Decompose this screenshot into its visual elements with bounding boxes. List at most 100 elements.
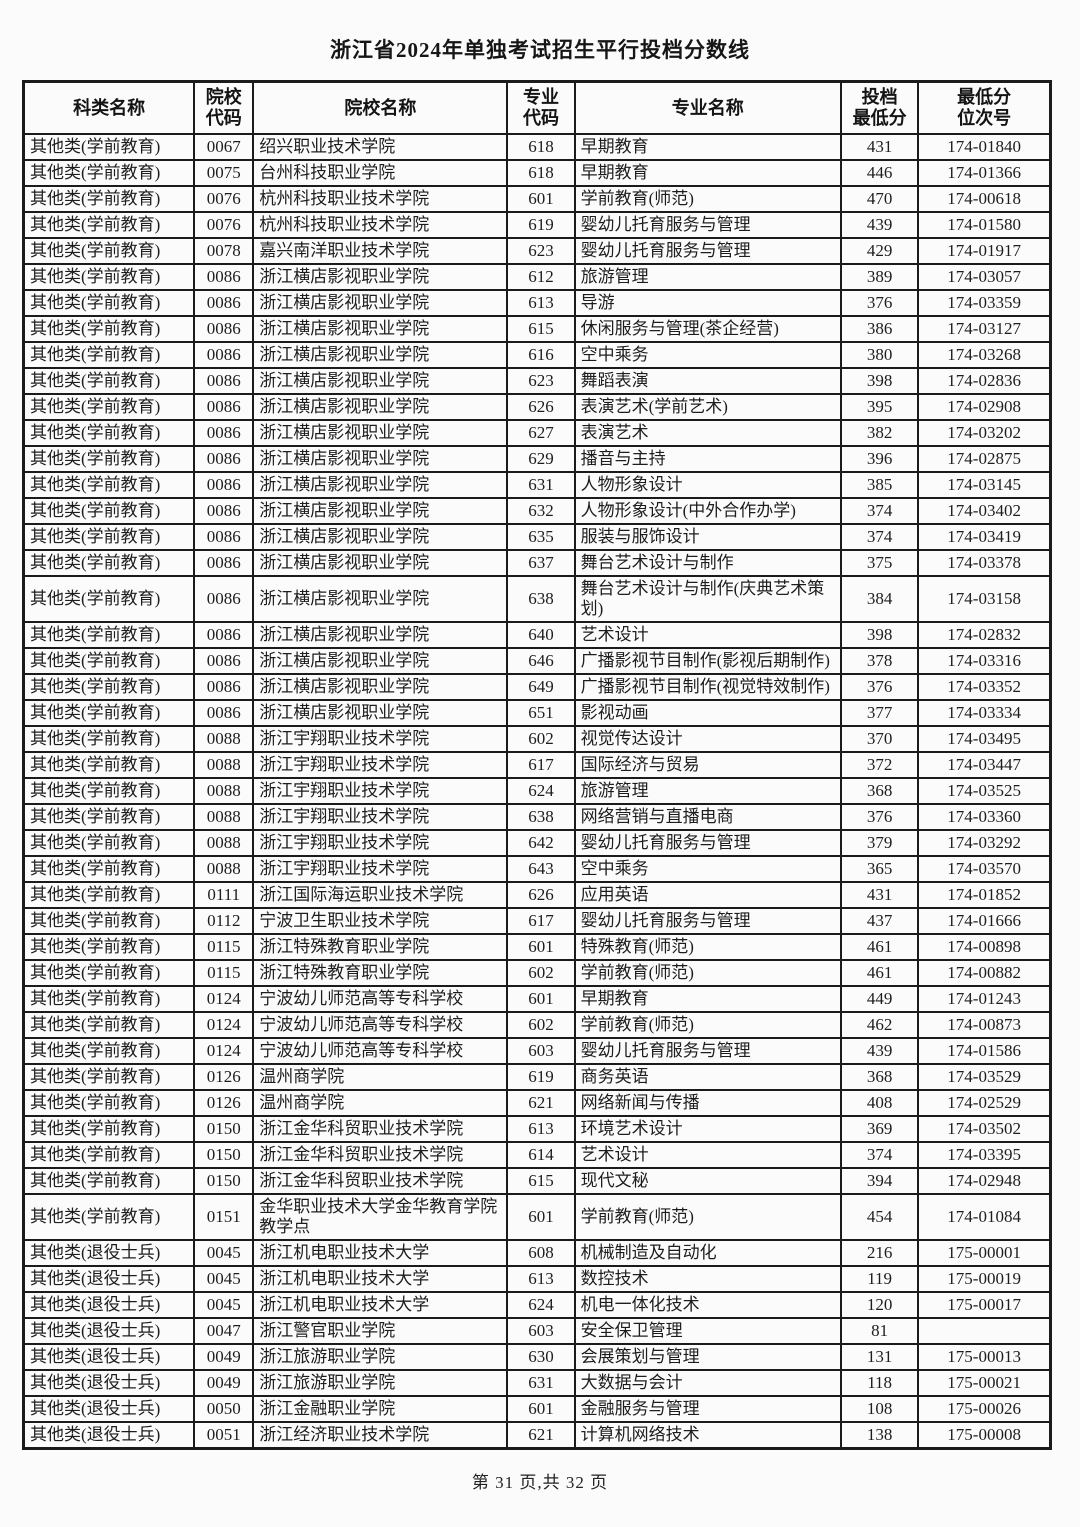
cell-college-code: 0086 (193, 445, 255, 473)
cell-college-name: 浙江横店影视职业学院 (252, 471, 509, 499)
cell-rank: 175-00008 (917, 1421, 1052, 1450)
cell-category: 其他类(学前教育) (22, 159, 196, 187)
cell-rank: 174-03395 (917, 1141, 1052, 1169)
cell-category: 其他类(学前教育) (22, 777, 196, 805)
cell-major-name: 婴幼儿托育服务与管理 (573, 907, 843, 935)
cell-rank: 174-03127 (917, 315, 1052, 343)
table-row: 其他类(学前教育) 0150 浙江金华科贸职业技术学院 614 艺术设计 374… (22, 1141, 1052, 1169)
table-body: 其他类(学前教育) 0067 绍兴职业技术学院 618 早期教育 431 174… (22, 133, 1052, 1450)
cell-min-score: 374 (839, 497, 920, 525)
cell-major-name: 婴幼儿托育服务与管理 (573, 211, 843, 239)
cell-category: 其他类(学前教育) (22, 933, 196, 961)
cell-rank: 174-03447 (917, 751, 1052, 779)
cell-category: 其他类(学前教育) (22, 1011, 196, 1039)
cell-college-name: 浙江横店影视职业学院 (252, 673, 509, 701)
cell-college-name: 浙江横店影视职业学院 (252, 263, 509, 291)
cell-min-score: 376 (839, 673, 920, 701)
cell-college-name: 浙江横店影视职业学院 (252, 621, 509, 649)
cell-major-code: 617 (506, 751, 576, 779)
cell-category: 其他类(退役士兵) (22, 1369, 196, 1397)
cell-college-code: 0086 (193, 699, 255, 727)
cell-rank: 175-00026 (917, 1395, 1052, 1423)
cell-category: 其他类(学前教育) (22, 419, 196, 447)
cell-major-code: 631 (506, 1369, 576, 1397)
cell-college-code: 0088 (193, 803, 255, 831)
cell-major-name: 表演艺术 (573, 419, 843, 447)
cell-college-name: 杭州科技职业技术学院 (252, 185, 509, 213)
cell-major-code: 615 (506, 1167, 576, 1195)
cell-major-name: 导游 (573, 289, 843, 317)
cell-major-code: 613 (506, 1265, 576, 1293)
cell-major-code: 603 (506, 1037, 576, 1065)
cell-category: 其他类(学前教育) (22, 211, 196, 239)
cell-min-score: 454 (839, 1193, 920, 1241)
cell-category: 其他类(学前教育) (22, 985, 196, 1013)
cell-min-score: 370 (839, 725, 920, 753)
cell-rank: 175-00017 (917, 1291, 1052, 1319)
cell-major-code: 618 (506, 159, 576, 187)
cell-college-code: 0051 (193, 1421, 255, 1450)
cell-min-score: 374 (839, 523, 920, 551)
header-college-name: 院校名称 (252, 80, 509, 135)
cell-major-code: 618 (506, 133, 576, 161)
cell-college-code: 0086 (193, 289, 255, 317)
cell-major-code: 615 (506, 315, 576, 343)
table-row: 其他类(学前教育) 0075 台州科技职业学院 618 早期教育 446 174… (22, 159, 1052, 187)
cell-college-code: 0088 (193, 777, 255, 805)
cell-rank: 174-01084 (917, 1193, 1052, 1241)
cell-min-score: 382 (839, 419, 920, 447)
cell-college-name: 浙江横店影视职业学院 (252, 289, 509, 317)
cell-major-code: 601 (506, 985, 576, 1013)
cell-major-name: 旅游管理 (573, 263, 843, 291)
table-row: 其他类(学前教育) 0126 温州商学院 621 网络新闻与传播 408 174… (22, 1089, 1052, 1117)
cell-college-code: 0086 (193, 497, 255, 525)
cell-college-name: 浙江金华科贸职业技术学院 (252, 1115, 509, 1143)
cell-category: 其他类(学前教育) (22, 315, 196, 343)
cell-category: 其他类(学前教育) (22, 621, 196, 649)
cell-major-name: 会展策划与管理 (573, 1343, 843, 1371)
cell-min-score: 439 (839, 1037, 920, 1065)
table-row: 其他类(学前教育) 0088 浙江宇翔职业技术学院 638 网络营销与直播电商 … (22, 803, 1052, 831)
cell-college-code: 0151 (193, 1193, 255, 1241)
cell-category: 其他类(学前教育) (22, 1115, 196, 1143)
table-row: 其他类(学前教育) 0086 浙江横店影视职业学院 651 影视动画 377 1… (22, 699, 1052, 727)
cell-category: 其他类(学前教育) (22, 699, 196, 727)
cell-major-code: 602 (506, 725, 576, 753)
cell-category: 其他类(退役士兵) (22, 1239, 196, 1267)
cell-college-name: 浙江旅游职业学院 (252, 1343, 509, 1371)
cell-college-code: 0088 (193, 751, 255, 779)
table-row: 其他类(学前教育) 0115 浙江特殊教育职业学院 602 学前教育(师范) 4… (22, 959, 1052, 987)
cell-major-code: 601 (506, 1193, 576, 1241)
cell-major-name: 人物形象设计 (573, 471, 843, 499)
cell-major-name: 艺术设计 (573, 621, 843, 649)
cell-major-code: 638 (506, 803, 576, 831)
table-row: 其他类(学前教育) 0086 浙江横店影视职业学院 627 表演艺术 382 1… (22, 419, 1052, 447)
cell-major-code: 637 (506, 549, 576, 577)
cell-rank: 174-03145 (917, 471, 1052, 499)
cell-rank: 175-00021 (917, 1369, 1052, 1397)
cell-college-name: 温州商学院 (252, 1089, 509, 1117)
table-row: 其他类(退役士兵) 0045 浙江机电职业技术大学 613 数控技术 119 1… (22, 1265, 1052, 1293)
cell-major-name: 金融服务与管理 (573, 1395, 843, 1423)
cell-major-name: 旅游管理 (573, 777, 843, 805)
cell-college-code: 0086 (193, 471, 255, 499)
cell-major-code: 629 (506, 445, 576, 473)
cell-college-name: 浙江宇翔职业技术学院 (252, 803, 509, 831)
cell-category: 其他类(退役士兵) (22, 1395, 196, 1423)
cell-min-score: 446 (839, 159, 920, 187)
cell-category: 其他类(学前教育) (22, 445, 196, 473)
cell-college-name: 浙江横店影视职业学院 (252, 393, 509, 421)
table-row: 其他类(学前教育) 0067 绍兴职业技术学院 618 早期教育 431 174… (22, 133, 1052, 161)
cell-rank: 175-00001 (917, 1239, 1052, 1267)
cell-college-name: 宁波卫生职业技术学院 (252, 907, 509, 935)
cell-college-code: 0086 (193, 549, 255, 577)
cell-major-code: 651 (506, 699, 576, 727)
cell-rank: 174-00873 (917, 1011, 1052, 1039)
cell-category: 其他类(学前教育) (22, 393, 196, 421)
cell-college-code: 0126 (193, 1063, 255, 1091)
cell-college-code: 0078 (193, 237, 255, 265)
cell-min-score: 380 (839, 341, 920, 369)
cell-college-name: 浙江横店影视职业学院 (252, 367, 509, 395)
cell-rank: 174-03419 (917, 523, 1052, 551)
cell-rank: 174-03292 (917, 829, 1052, 857)
